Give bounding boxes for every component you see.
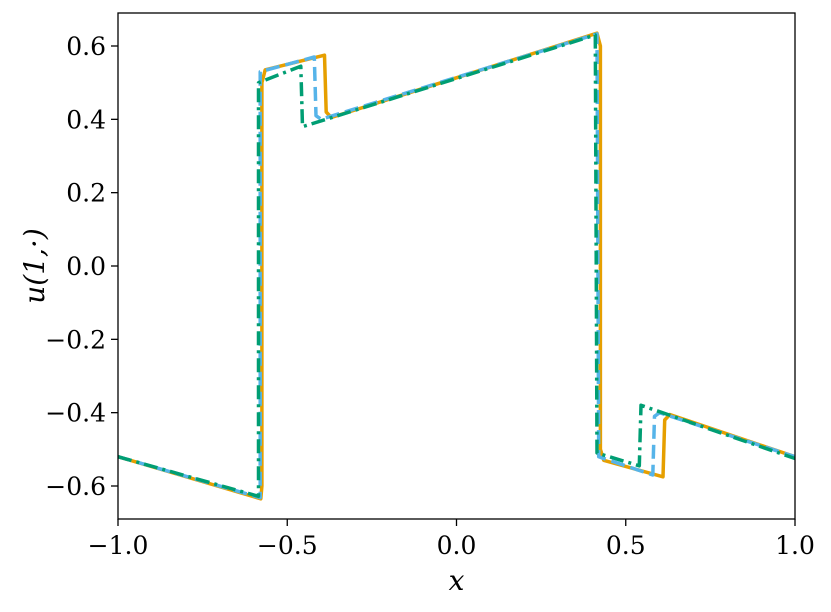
x-tick-label: 0.0 bbox=[437, 531, 477, 560]
y-tick-label: 0.0 bbox=[66, 252, 106, 281]
series-line-2 bbox=[117, 32, 796, 500]
x-tick-label: 1.0 bbox=[775, 531, 815, 560]
plot-frame bbox=[117, 12, 796, 520]
y-axis-title: u(1,·) bbox=[18, 228, 51, 304]
y-tick-label: −0.2 bbox=[45, 325, 106, 354]
y-tick-label: 0.6 bbox=[66, 32, 106, 61]
x-tick-label: 0.5 bbox=[606, 531, 646, 560]
y-tick-label: −0.4 bbox=[45, 399, 106, 428]
series-line-3 bbox=[117, 33, 796, 499]
y-tick-label: 0.4 bbox=[66, 105, 106, 134]
y-tick-label: 0.2 bbox=[66, 179, 106, 208]
y-tick-label: −0.6 bbox=[45, 472, 106, 501]
x-axis-ticks: −1.0 −0.5 0.0 0.5 1.0 bbox=[88, 519, 815, 560]
y-axis-ticks: −0.6 −0.4 −0.2 0.0 0.2 0.4 0.6 bbox=[45, 32, 118, 501]
x-tick-label: −0.5 bbox=[257, 531, 318, 560]
x-tick-label: −1.0 bbox=[88, 531, 149, 560]
series-line-1 bbox=[117, 31, 796, 501]
series-layer bbox=[117, 31, 796, 501]
x-axis-title: x bbox=[449, 564, 465, 597]
